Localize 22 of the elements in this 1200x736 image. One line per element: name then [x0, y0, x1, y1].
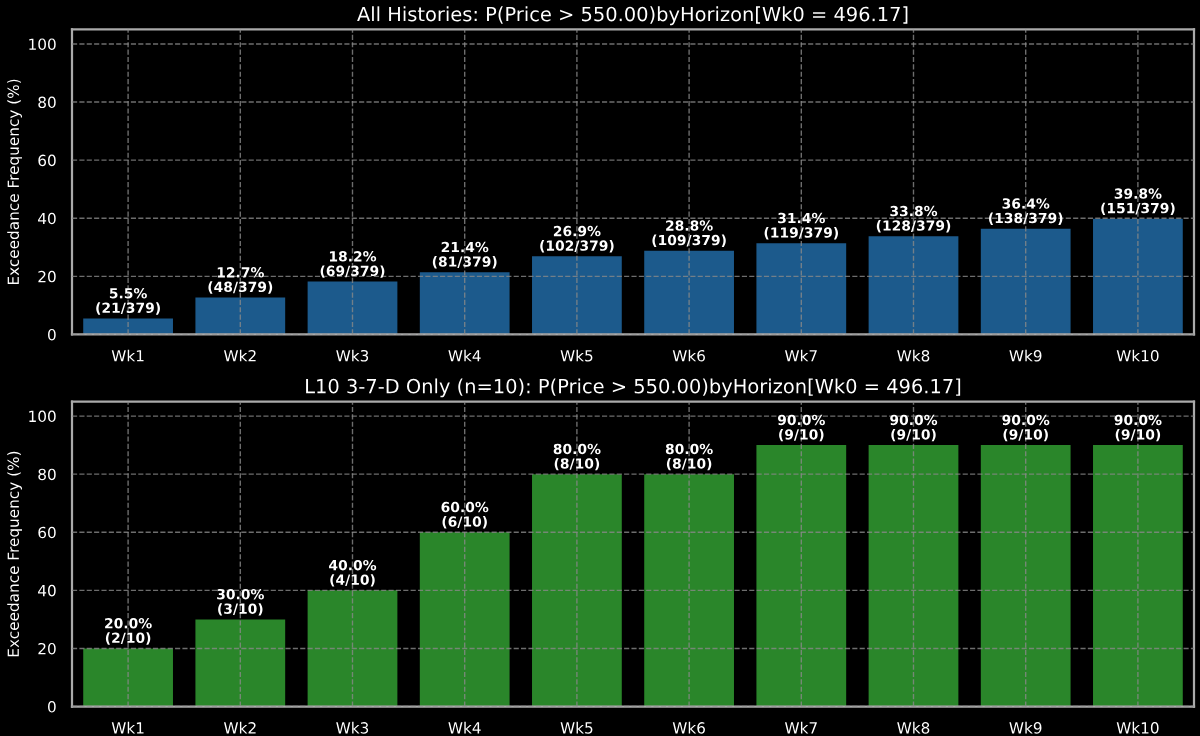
bar	[195, 619, 286, 707]
bar	[1093, 218, 1183, 335]
bar	[756, 445, 847, 707]
bar	[756, 243, 847, 335]
bar	[195, 297, 286, 335]
chart-title: L10 3-7-D Only (n=10): P(Price > 550.00)byHorizon[Wk0 = 496.17]	[306, 378, 961, 398]
chart-title: All Histories: P(Price > 550.00)byHorizon[Wk0 = 496.17]	[357, 6, 908, 26]
bar	[644, 474, 734, 707]
bar	[419, 532, 510, 707]
bar	[644, 250, 734, 335]
bar	[419, 272, 510, 335]
bar	[868, 445, 959, 707]
bar	[980, 228, 1071, 335]
bar	[83, 318, 173, 335]
bar	[83, 648, 173, 707]
bar	[307, 281, 398, 335]
bar	[532, 256, 622, 335]
bar	[307, 590, 398, 707]
bar	[980, 445, 1071, 707]
bar	[868, 236, 959, 335]
bar	[532, 474, 622, 707]
bar	[1093, 445, 1183, 707]
